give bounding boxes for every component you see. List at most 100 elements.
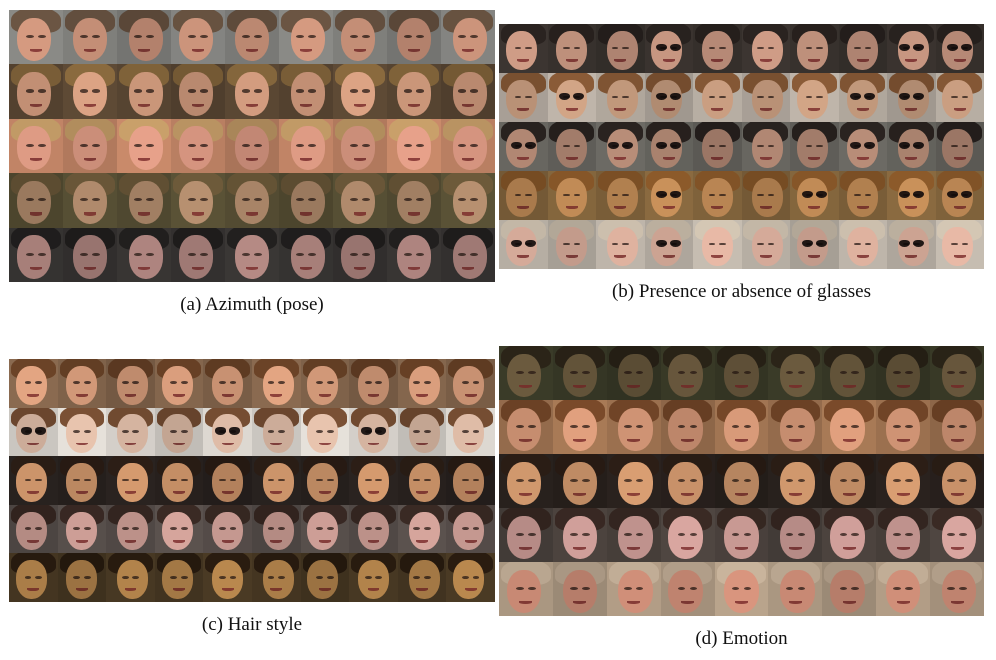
face-thumbnail [171,227,225,282]
face-thumbnail [741,220,790,269]
face-thumbnail [741,73,790,122]
face-thumbnail [822,454,877,508]
face-thumbnail [822,562,877,616]
face-thumbnail [499,400,553,454]
face-thumbnail [300,504,350,554]
face-thumbnail [349,359,398,408]
sunglasses [801,239,827,248]
face-thumbnail [63,227,117,282]
face-thumbnail [935,171,984,220]
face-thumbnail [441,173,495,228]
face-thumbnail [397,504,447,554]
face-thumbnail [63,173,117,228]
face-thumbnail [203,456,252,505]
sunglasses [510,239,536,248]
face-thumbnail [876,346,931,400]
face-thumbnail [552,508,607,562]
face-thumbnail [768,508,823,562]
face-thumbnail [930,346,984,400]
face-thumbnail [644,122,693,171]
caption-b: (b) Presence or absence of glasses [611,281,872,302]
face-thumbnail [225,10,279,65]
face-thumbnail [693,122,742,171]
face-thumbnail [606,508,661,562]
face-thumbnail [171,173,225,228]
face-thumbnail [57,456,107,505]
face-thumbnail [499,562,553,616]
face-thumbnail [714,562,769,616]
face-thumbnail [279,64,333,119]
face-thumbnail [596,171,645,220]
face-thumbnail [790,24,839,73]
face-thumbnail [547,122,596,171]
face-thumbnail [9,407,58,457]
face-thumbnail [935,220,984,269]
sunglasses [850,141,876,150]
face-thumbnail [887,24,936,73]
face-thumbnail [741,122,790,171]
face-thumbnail [693,171,742,220]
face-thumbnail [838,122,887,171]
face-thumbnail [333,10,387,65]
face-thumbnail [930,454,984,508]
face-thumbnail [117,118,171,174]
face-thumbnail [63,118,117,174]
face-thumbnail [349,456,398,505]
face-thumbnail [499,220,548,269]
face-thumbnail [547,220,596,269]
face-thumbnail [349,407,398,457]
face-thumbnail [822,400,877,454]
sunglasses [656,43,682,52]
face-thumbnail [714,400,769,454]
face-thumbnail [203,553,252,602]
face-thumbnail [887,122,936,171]
face-thumbnail [57,504,107,554]
face-thumbnail [279,10,333,65]
face-thumbnail [822,508,877,562]
sunglasses [947,43,973,52]
face-thumbnail [441,10,495,65]
face-thumbnail [300,553,350,602]
face-thumbnail [935,24,984,73]
face-thumbnail [57,407,107,457]
face-thumbnail [9,227,63,282]
face-thumbnail [499,73,548,122]
face-thumbnail [741,171,790,220]
face-thumbnail [117,10,171,65]
face-thumbnail [441,64,495,119]
face-thumbnail [499,508,553,562]
face-thumbnail [768,346,823,400]
face-thumbnail [57,359,107,408]
face-thumbnail [154,553,204,602]
face-thumbnail [106,456,155,505]
face-thumbnail [387,227,441,282]
face-thumbnail [693,220,742,269]
face-thumbnail [768,562,823,616]
face-thumbnail [499,454,553,508]
face-thumbnail [547,24,596,73]
face-thumbnail [660,454,715,508]
face-thumbnail [117,173,171,228]
face-thumbnail [887,73,936,122]
face-thumbnail [790,73,839,122]
face-thumbnail [714,508,769,562]
face-thumbnail [741,24,790,73]
face-thumbnail [838,24,887,73]
face-thumbnail [279,173,333,228]
face-thumbnail [9,173,63,228]
face-thumbnail [714,454,769,508]
face-grid-a [9,10,495,282]
face-thumbnail [930,508,984,562]
face-thumbnail [333,118,387,174]
face-thumbnail [790,122,839,171]
face-thumbnail [225,64,279,119]
face-thumbnail [838,171,887,220]
sunglasses [510,141,536,150]
sunglasses [20,427,46,435]
face-thumbnail [397,553,447,602]
face-thumbnail [154,407,204,457]
face-grid-d [499,346,984,616]
face-thumbnail [106,407,155,457]
face-thumbnail [387,64,441,119]
face-thumbnail [117,64,171,119]
